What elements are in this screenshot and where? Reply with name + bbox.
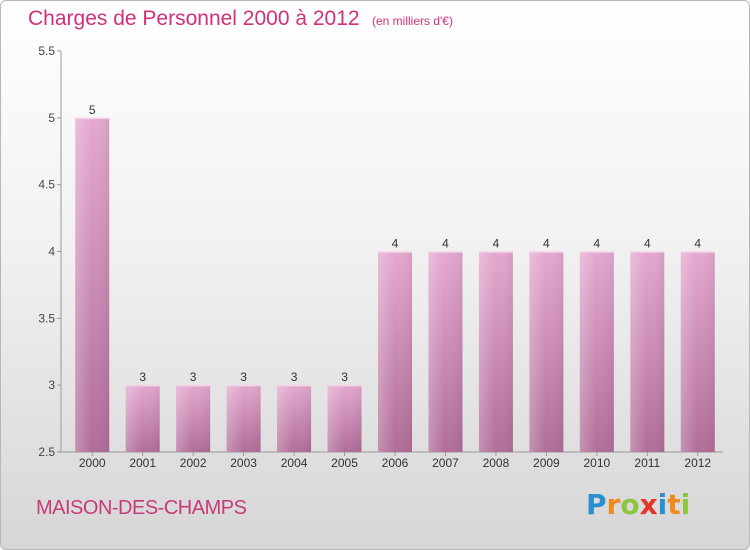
bar-value-label: 3 bbox=[341, 370, 348, 384]
bar-sheen bbox=[176, 385, 211, 452]
logo-letter: r bbox=[606, 488, 621, 521]
bar-sheen bbox=[75, 117, 110, 452]
bar-value-label: 4 bbox=[442, 237, 449, 251]
bar-sheen bbox=[529, 251, 564, 452]
bar-value-label: 5 bbox=[89, 103, 96, 117]
x-tick-label: 2005 bbox=[331, 456, 358, 470]
commune-name: MAISON-DES-CHAMPS bbox=[36, 497, 247, 519]
x-tick-label: 2001 bbox=[129, 456, 156, 470]
y-tick-label: 3.5 bbox=[38, 311, 55, 325]
bar-value-label: 4 bbox=[694, 237, 701, 251]
x-tick-label: 2012 bbox=[684, 456, 711, 470]
y-tick-label: 2.5 bbox=[38, 445, 55, 459]
bar-value-label: 4 bbox=[594, 237, 601, 251]
x-tick-label: 2007 bbox=[432, 456, 459, 470]
y-tick-label: 5.5 bbox=[38, 44, 55, 58]
bar-value-label: 4 bbox=[644, 237, 651, 251]
y-tick-label: 3 bbox=[48, 378, 55, 392]
bar-value-label: 4 bbox=[493, 237, 500, 251]
bar-value-label: 3 bbox=[291, 370, 298, 384]
x-tick-label: 2000 bbox=[79, 456, 106, 470]
chart-subtitle: (en milliers d'€) bbox=[372, 14, 453, 28]
logo-letter: x bbox=[639, 488, 658, 521]
bar-value-label: 4 bbox=[392, 237, 399, 251]
bar-value-label: 4 bbox=[543, 237, 550, 251]
x-tick-label: 2002 bbox=[180, 456, 207, 470]
y-tick-label: 5 bbox=[48, 111, 55, 125]
x-tick-label: 2011 bbox=[634, 456, 660, 470]
bar-sheen bbox=[680, 251, 715, 452]
bar-sheen bbox=[378, 251, 412, 452]
x-tick-label: 2008 bbox=[483, 456, 510, 470]
x-tick-label: 2009 bbox=[533, 456, 560, 470]
logo-letter: i bbox=[680, 488, 691, 521]
bar-sheen bbox=[630, 251, 665, 452]
logo-letter: i bbox=[657, 488, 668, 521]
x-tick-label: 2004 bbox=[281, 456, 308, 470]
bar-sheen bbox=[478, 251, 513, 452]
logo-letter: P bbox=[586, 488, 607, 521]
bar-sheen bbox=[277, 385, 312, 452]
logo-letter: o bbox=[620, 488, 640, 521]
bar-sheen bbox=[428, 251, 463, 452]
y-tick-label: 4 bbox=[48, 245, 55, 259]
x-tick-label: 2010 bbox=[583, 456, 610, 470]
x-tick-label: 2003 bbox=[230, 456, 257, 470]
bar-sheen bbox=[125, 385, 160, 452]
bar-sheen bbox=[579, 251, 614, 452]
bar-value-label: 3 bbox=[190, 370, 197, 384]
chart-title: Charges de Personnel 2000 à 2012 bbox=[28, 7, 360, 30]
x-tick-label: 2006 bbox=[382, 456, 409, 470]
bar-value-label: 3 bbox=[139, 370, 146, 384]
bar-sheen bbox=[226, 385, 261, 452]
bar-sheen bbox=[327, 385, 362, 452]
logo-letter: t bbox=[667, 488, 681, 521]
y-tick-label: 4.5 bbox=[38, 178, 55, 192]
bar-value-label: 3 bbox=[240, 370, 247, 384]
proxiti-logo: Proxiti bbox=[586, 488, 690, 521]
